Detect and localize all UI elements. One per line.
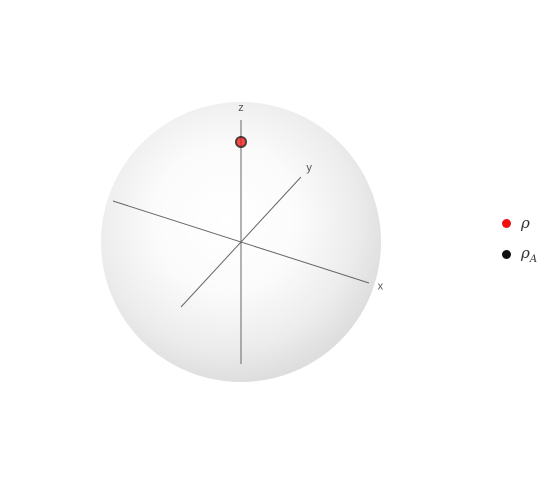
rho-point-0[interactable] <box>236 137 246 147</box>
points-group <box>235 135 247 148</box>
legend-item-rho[interactable]: ρ <box>498 212 537 234</box>
legend: ρ ρA <box>498 212 537 274</box>
rho-a-point-0[interactable] <box>235 135 247 148</box>
axes-group: x y z <box>112 102 384 364</box>
legend-label-rho-a: ρA <box>521 243 538 265</box>
legend-label-rho: ρ <box>521 214 530 232</box>
y-axis-label: y <box>306 162 312 174</box>
legend-item-rho-a[interactable]: ρA <box>498 243 537 265</box>
legend-marker-rho <box>502 218 511 228</box>
x-axis-label: x <box>378 281 384 293</box>
legend-marker-rho-a <box>502 249 511 259</box>
z-axis-label: z <box>238 102 244 114</box>
